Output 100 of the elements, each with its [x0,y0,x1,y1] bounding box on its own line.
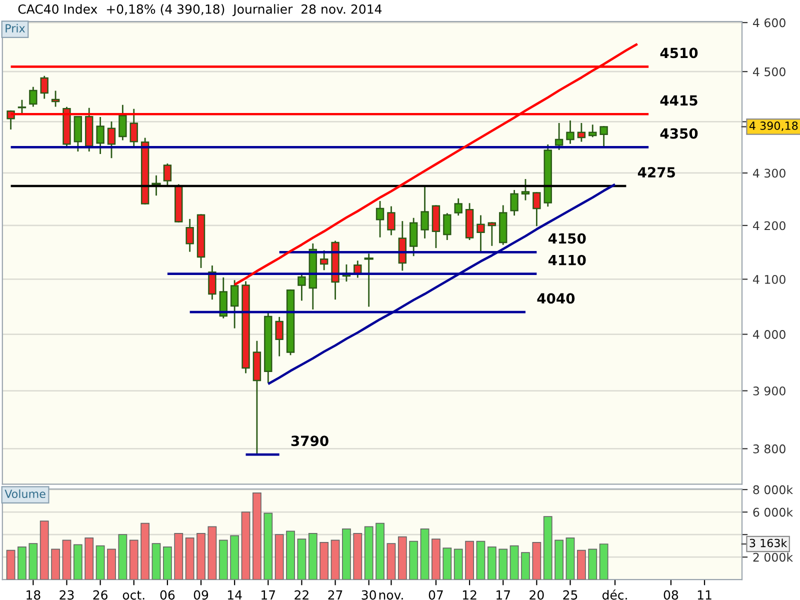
candlestick [152,175,161,196]
x-tick-label: 07 [428,590,443,600]
bar [208,526,217,580]
y-tick-label: 4 500 [752,67,786,76]
bar [40,520,49,580]
bar [264,512,273,580]
bar [353,533,362,580]
x-tick-label: déc. [602,590,627,600]
bar [409,540,418,580]
bar [510,545,519,580]
y-tick-label: 4 200 [752,221,786,230]
bar [286,530,295,580]
bar [73,544,82,580]
bar [576,550,586,580]
candlestick [510,190,518,216]
bar [420,528,430,580]
series-label: 4510 [660,48,698,58]
x-tick-label: 09 [194,590,208,600]
bar [308,533,318,580]
bar [51,548,60,580]
series-label: 4040 [537,293,575,304]
bar [566,538,575,580]
series-label: 4415 [660,95,698,106]
bar [521,552,530,580]
candlestick [208,266,216,300]
y-tick-label: 2 000k [753,552,794,562]
bar [376,522,384,580]
bar [252,492,262,580]
bar [554,540,564,580]
candlestick [554,123,564,150]
bar [487,546,496,580]
candlestick [476,215,485,252]
bar [465,540,474,580]
candlestick [566,120,574,144]
bar [442,548,452,580]
candlestick [364,254,374,307]
candlestick [376,201,384,238]
bar [118,534,128,580]
y-tick-label: 4 100 [752,274,786,284]
candlestick [454,198,462,216]
y-tick-label: 3 900 [753,386,786,396]
bar [152,543,161,580]
x-tick-label: 26 [93,590,108,600]
candlestick [443,213,452,240]
series-label: 4275 [638,167,675,178]
bar [532,542,542,580]
series-label: 4110 [548,254,586,266]
bar [476,540,486,580]
candlestick [40,76,48,99]
bar [454,548,463,580]
bar [6,550,16,580]
candlestick [96,116,104,154]
candlestick [600,126,608,148]
bar [196,533,206,580]
bar [18,546,26,580]
bar [174,533,184,580]
bar [96,545,105,580]
candlestick [387,206,396,236]
x-tick-label: 20 [530,590,544,600]
bar [107,548,116,580]
y-tick-label: 4 000 [752,330,786,339]
candlestick [18,100,26,114]
bar [185,538,194,580]
bar [386,543,396,580]
series-label: 3790 [291,436,328,446]
candlestick [298,274,306,301]
candlestick [107,122,116,158]
text: 4 390,18 [749,122,798,132]
candlestick [532,192,541,226]
bar [330,540,340,580]
x-tick-label: 27 [328,590,342,600]
candlestick [521,179,530,200]
chart-title: CAC40 Index +0,18% (4 390,18) Journalier 28 nov. 2014 [18,4,382,16]
text: 3 163k [750,538,788,548]
bar [398,536,407,580]
bar [599,544,608,580]
bar [62,540,72,580]
x-tick-label: 17 [496,590,510,600]
bar [84,538,94,580]
candlestick [320,250,328,270]
bar [498,548,508,580]
y-axis-title: Volume [4,489,46,498]
x-tick-label: 12 [462,590,476,600]
series-label: 4150 [548,233,586,244]
bar [129,540,138,580]
y-axis-title: Prix [6,24,25,32]
bar [230,535,240,580]
y-tick-label: 3 800 [753,444,786,454]
bar [364,526,374,580]
bar [241,512,250,580]
x-tick-label: nov. [379,592,403,600]
x-tick-label: 08 [664,590,678,600]
bar [543,516,552,580]
x-tick-label: 23 [60,590,74,600]
candlestick [29,86,38,107]
bar [320,542,329,580]
x-tick-label: 18 [26,590,40,600]
x-tick-label: 25 [563,590,578,600]
bar [274,534,284,580]
candlestick [130,108,138,148]
